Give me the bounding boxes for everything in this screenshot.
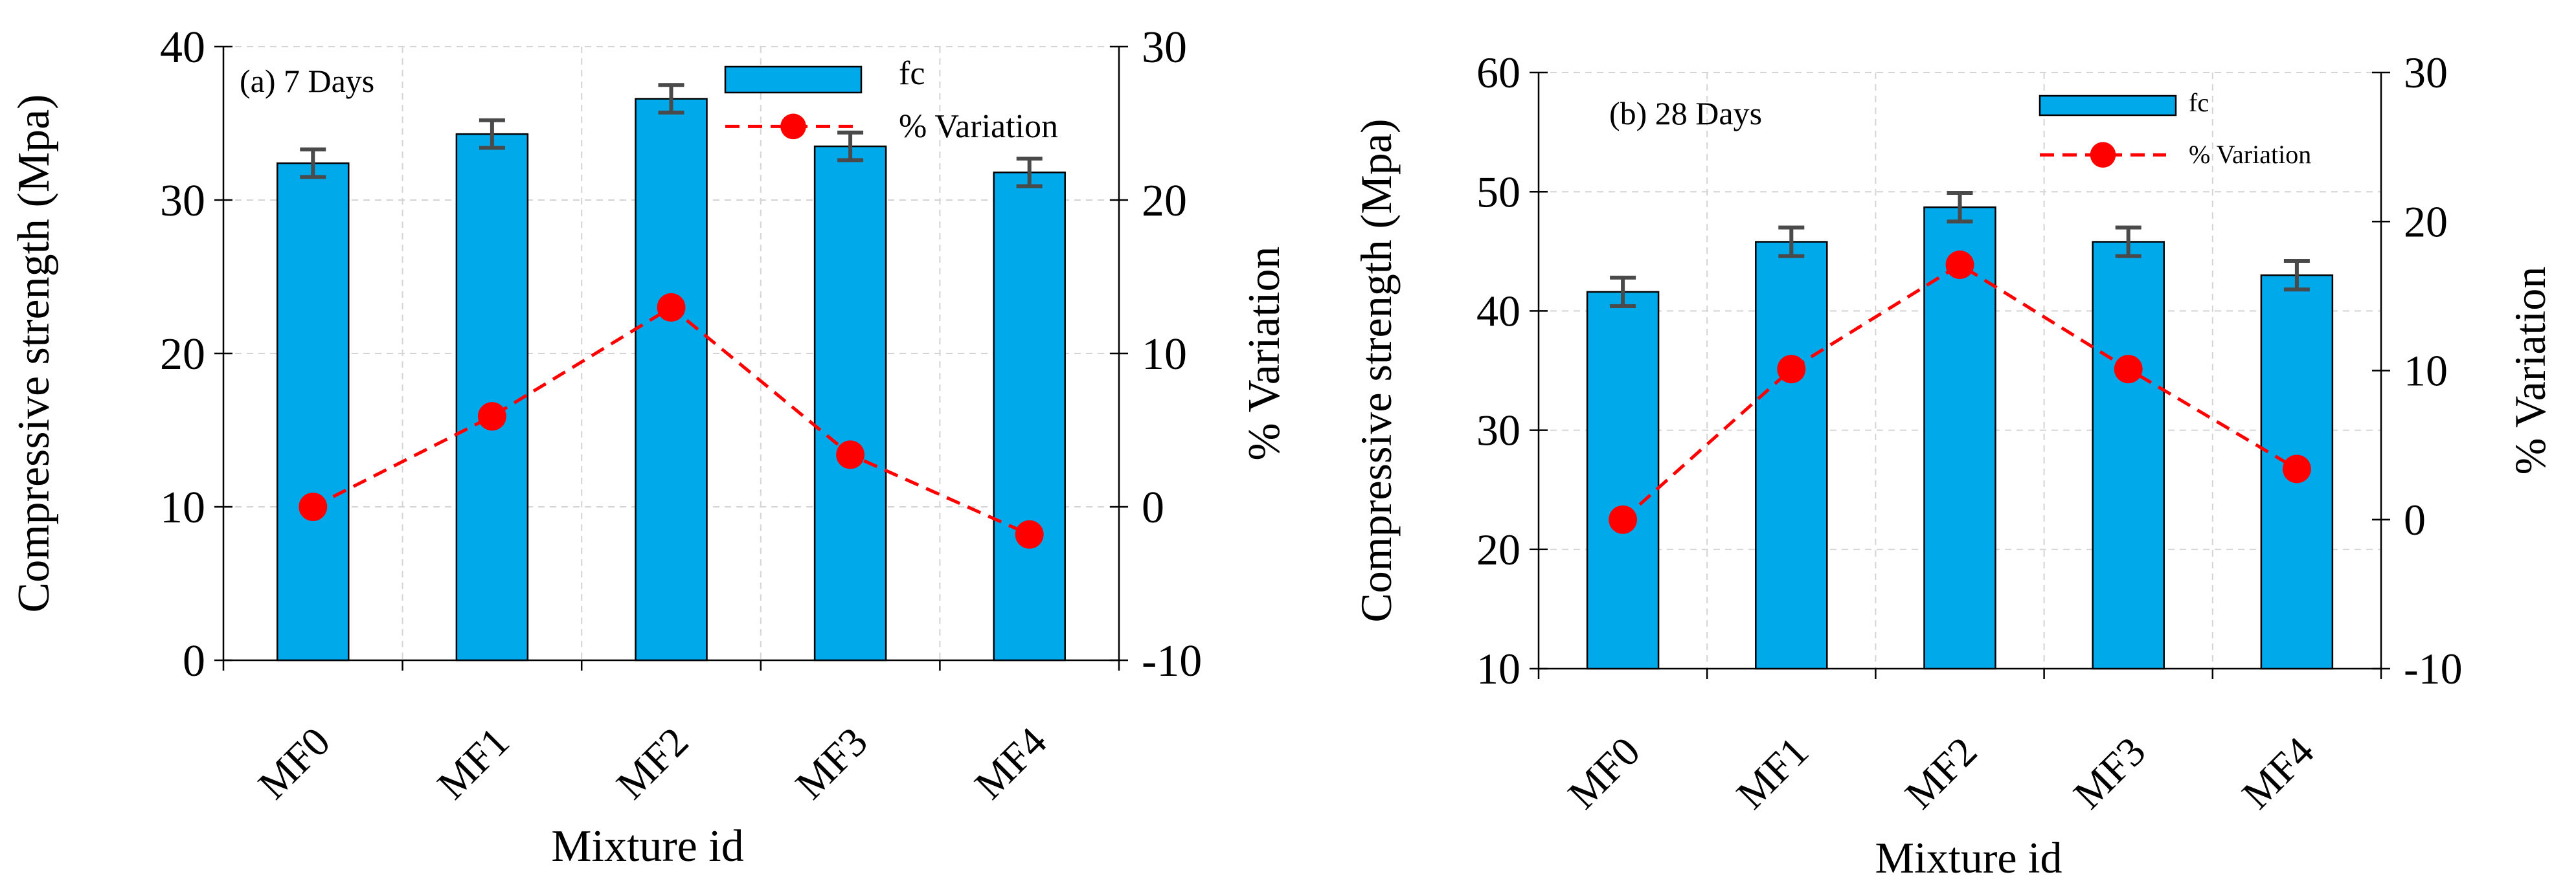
legend-bar-swatch <box>2039 95 2177 117</box>
chart-7-days: 0 10 20 30 40 -10 0 10 20 30 MF0 MF1 MF2 MF3 MF4 fc % Va… <box>9 23 1289 871</box>
y-tick-label: 10 <box>1476 644 1520 693</box>
y-tick-label: 50 <box>1476 167 1520 216</box>
x-axis-label: Mixture id <box>1875 833 2062 882</box>
bar <box>993 172 1066 662</box>
variation-marker <box>1945 251 1974 280</box>
error-bar <box>479 118 505 150</box>
legend-label-fc: fc <box>899 55 925 92</box>
y2-tick-label: 20 <box>1142 176 1187 226</box>
variation-marker <box>1609 505 1638 534</box>
variation-marker <box>2114 355 2143 384</box>
error-bar <box>1016 157 1043 188</box>
y-tick-label: 10 <box>160 483 205 533</box>
y2-tick-label: 30 <box>1142 23 1187 72</box>
y2-tick-label: 0 <box>2404 495 2426 544</box>
error-bar <box>1947 191 1973 224</box>
y2-tick-label: 30 <box>2404 48 2448 97</box>
y-tick-label: 60 <box>1476 48 1520 97</box>
error-bar <box>837 130 864 162</box>
x-tick-label: MF1 <box>429 719 518 808</box>
variation-marker <box>836 440 865 469</box>
error-bar <box>1778 225 1805 258</box>
error-bar <box>2283 259 2310 292</box>
x-tick-label: MF0 <box>249 719 339 808</box>
variation-marker <box>2282 454 2311 484</box>
bar <box>277 162 350 662</box>
y-tick-label: 30 <box>1476 406 1520 455</box>
error-bar <box>300 147 326 179</box>
x-tick-label: MF3 <box>787 719 876 808</box>
y-tick-label: 40 <box>1476 287 1520 336</box>
x-tick-label: MF2 <box>607 719 697 808</box>
y2-axis-label: % Variation <box>1239 246 1289 460</box>
legend-bar-swatch <box>724 65 863 94</box>
legend-label-variation: % Variation <box>899 108 1058 145</box>
bar <box>1923 206 1996 670</box>
error-bar <box>658 83 684 115</box>
variation-line <box>1621 263 2298 521</box>
chart-28-days: 10 20 30 40 50 60 -10 0 10 20 30 MF0 MF1 MF2 MF3 MF4 fc%… <box>1351 48 2555 882</box>
y-axis-label: Compressive strength (Mpa) <box>1351 118 1401 622</box>
error-bar <box>2115 225 2141 258</box>
y-tick-label: 0 <box>183 636 205 686</box>
y-tick-label: 30 <box>160 176 205 226</box>
bar <box>635 98 708 662</box>
y-tick-label: 40 <box>160 23 205 72</box>
y2-tick-label: -10 <box>2404 644 2463 693</box>
y2-tick-label: 10 <box>1142 329 1187 379</box>
bar <box>455 133 529 662</box>
variation-marker <box>1015 520 1044 549</box>
legend-marker-swatch <box>780 113 806 140</box>
chart-title: (b) 28 Days <box>1609 95 1762 131</box>
x-tick-label: MF2 <box>1896 728 1985 818</box>
x-tick-label: MF3 <box>2064 728 2154 818</box>
chart-title: (a) 7 Days <box>240 63 374 99</box>
x-tick-label: MF1 <box>1728 728 1817 818</box>
x-axis-label: Mixture id <box>551 821 743 871</box>
legend-label-fc: fc <box>2189 88 2209 117</box>
y2-tick-label: 10 <box>2404 346 2448 396</box>
bar <box>1755 241 1828 670</box>
variation-marker <box>299 493 328 521</box>
legend-label-variation: % Variation <box>2189 140 2311 169</box>
y-tick-label: 20 <box>1476 525 1520 574</box>
variation-marker <box>477 402 506 431</box>
x-tick-label: MF0 <box>1559 728 1649 818</box>
error-bar <box>1610 275 1636 309</box>
bar <box>1586 291 1660 670</box>
y2-tick-label: 0 <box>1142 483 1164 533</box>
x-tick-label: MF4 <box>966 719 1055 808</box>
bar <box>813 145 887 662</box>
y2-axis-label: % Variation <box>2505 267 2555 475</box>
variation-marker <box>1777 355 1806 384</box>
y2-tick-label: -10 <box>1142 636 1202 686</box>
bar <box>2092 241 2165 670</box>
y-tick-label: 20 <box>160 329 205 379</box>
x-tick-label: MF4 <box>2233 728 2323 818</box>
legend-marker-swatch <box>2090 142 2116 168</box>
y-axis-label: Compressive strength (Mpa) <box>9 95 59 613</box>
y2-tick-label: 20 <box>2404 197 2448 246</box>
variation-marker <box>657 293 686 322</box>
